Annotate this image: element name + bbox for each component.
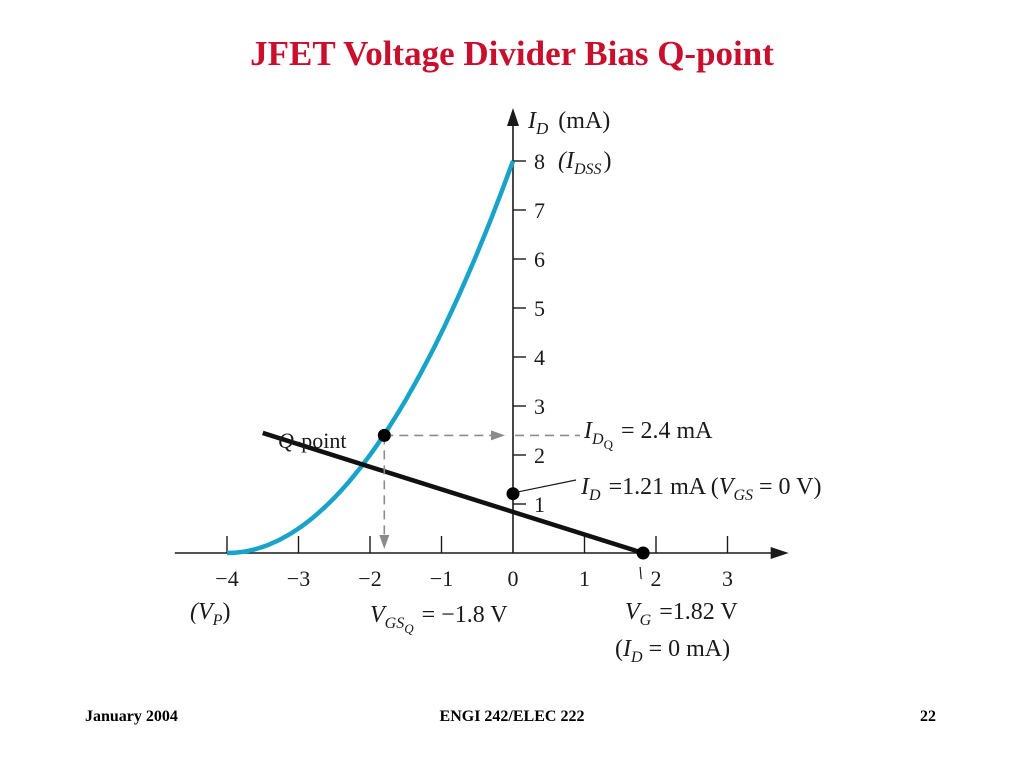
vp-label: (VP) [190, 599, 230, 629]
footer-date: January 2004 [85, 708, 178, 725]
idq-label: IDQ = 2.4 mA [583, 418, 713, 452]
idss-label: (IDSS) [558, 148, 612, 178]
id-zero-label: (ID = 0 mA) [615, 636, 730, 666]
y-tick-label: 7 [534, 198, 545, 223]
footer-course: ENGI 242/ELEC 222 [439, 708, 585, 725]
slide-title: JFET Voltage Divider Bias Q-point [250, 34, 774, 73]
idq-projection-arrow [491, 430, 505, 441]
id-vgs0-leader [518, 479, 577, 493]
y-tick-label: 1 [534, 492, 545, 517]
x-tick-label: 3 [722, 566, 733, 591]
bias-line [262, 430, 644, 556]
vg-marker [636, 546, 650, 560]
x-axis-arrow [770, 547, 789, 559]
y-tick-label: 3 [534, 394, 545, 419]
footer-page-number: 22 [920, 708, 936, 725]
vgsq-projection-arrow [379, 535, 390, 549]
vgsq-label: VGSQ = −1.8 V [370, 602, 508, 636]
y-tick-label: 2 [534, 443, 545, 468]
y-tick-label: 4 [534, 345, 545, 370]
y-axis-label: ID (mA) [527, 108, 610, 138]
vg-label: VG =1.82 V [625, 599, 738, 629]
x-tick-label: 1 [579, 566, 590, 591]
x-tick-label: −2 [358, 566, 381, 591]
id-vgs0-label: ID =1.21 mA (VGS = 0 V) [580, 474, 821, 504]
id-vgs0-marker [506, 487, 520, 501]
q-point-marker [377, 428, 391, 442]
y-axis-arrow [507, 108, 519, 126]
x-tick-label: −4 [215, 566, 238, 591]
vg-leader [639, 566, 642, 580]
x-tick-label: −1 [430, 566, 453, 591]
transfer-curve [226, 160, 516, 556]
x-tick-label: −3 [287, 566, 310, 591]
x-tick-label: 2 [651, 566, 662, 591]
x-tick-label: 0 [508, 566, 519, 591]
y-tick-label: 6 [534, 247, 545, 272]
q-point-label: Q-point [278, 428, 346, 453]
y-tick-label: 5 [534, 296, 545, 321]
y-tick-label: 8 [534, 149, 545, 174]
